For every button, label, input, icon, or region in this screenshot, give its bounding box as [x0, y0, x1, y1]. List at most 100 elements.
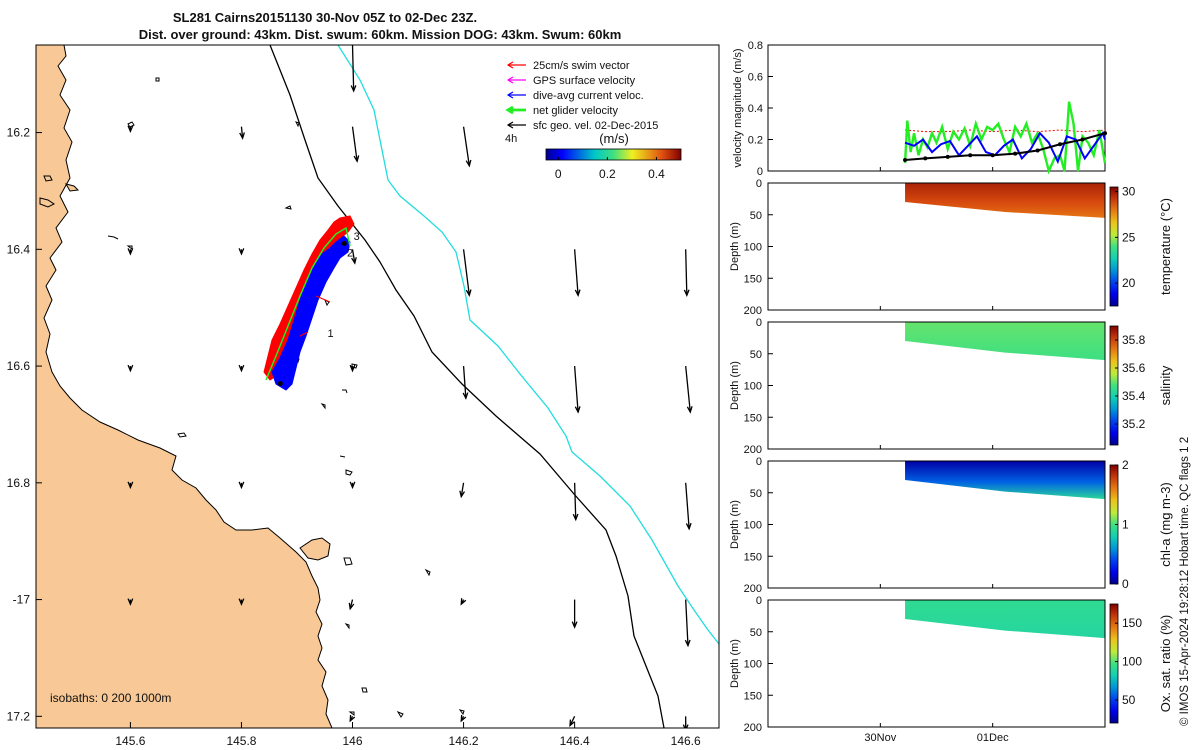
profile-y-tick-label: 100 [744, 381, 762, 393]
colorbar-tick-label: 25 [1122, 230, 1136, 244]
velocity-point [923, 156, 928, 161]
geo-velocity-arrow [569, 716, 576, 728]
profile-y-tick-label: 150 [744, 273, 762, 285]
colorbar-label-chla: chl-a (mg m-3) [1158, 482, 1173, 567]
profile-y-tick-label: 50 [750, 349, 762, 361]
swim-vector-arrow-2 [299, 331, 309, 337]
legend-colorbar-tick: 0 [555, 167, 562, 181]
colorbar-tick-label: 1 [1122, 518, 1129, 532]
legend-item: 25cm/s swim vector [506, 60, 630, 72]
velocity-point [1080, 137, 1085, 142]
geo-velocity-arrow [127, 248, 134, 256]
map-y-tick-label: 16.4 [7, 242, 31, 256]
legend-items: 25cm/s swim vector GPS surface velocity di… [505, 60, 658, 132]
colorbar-label-oxygen: Ox. sat. ratio (%) [1158, 615, 1173, 713]
legend-duration: 4h [505, 133, 517, 145]
geo-velocity-arrow [462, 366, 469, 400]
colorbar-tick-label: 50 [1122, 693, 1136, 707]
legend-item-label: sfc geo. vel. 02-Dec-2015 [533, 120, 658, 132]
isobath-200m [269, 45, 665, 728]
map-x-tick-label: 146.4 [560, 734, 590, 748]
velocity-point [1058, 142, 1063, 147]
geo-velocity-arrow [460, 714, 467, 723]
map-y-axis: 16.2 16.4 16.6 16.8 -17 17.2 [7, 126, 42, 723]
isobath-label: isobaths: 0 200 1000m [50, 691, 171, 705]
profile-panel-chla: 0 50 100 150 200 Depth (m) 0 1 2 chl-a (mg m-3) [729, 456, 1173, 595]
profile-data-oxygen [905, 600, 1105, 639]
colorbar-tick-label: 0 [1122, 577, 1129, 591]
legend-item-label: dive-avg current veloc. [533, 90, 644, 102]
colorbar-label-salinity: salinity [1158, 365, 1173, 405]
geo-velocity-arrow [683, 249, 690, 297]
geo-velocity-arrow [238, 248, 245, 256]
colorbar-tick-label: 100 [1122, 655, 1142, 669]
map-legend: 25cm/s swim vector GPS surface velocity di… [500, 55, 700, 183]
track-label-2: 2 [347, 247, 353, 259]
geo-velocity-arrow [349, 714, 356, 723]
profile-y-tick-label: 50 [750, 488, 762, 500]
colorbar-tick-label: 2 [1122, 458, 1129, 472]
geo-velocity-arrow [127, 125, 134, 133]
profile-y-tick-label: 100 [744, 659, 762, 671]
profile-y-tick-label: 200 [744, 583, 762, 595]
geo-velocity-arrow [571, 599, 578, 629]
isobath-1000m [337, 45, 719, 645]
time-x-tick-label: 01Dec [977, 732, 1009, 744]
colorbar-temperature [1109, 186, 1119, 307]
velocity-series-dive-avg-current-smoothed [904, 132, 1106, 161]
profile-data-temperature [905, 183, 1105, 218]
velocity-point [945, 154, 950, 159]
geo-velocity-arrow [127, 364, 134, 373]
velocity-panel: 0 0.2 0.4 0.6 0.8 velocity magnitude (m/s) [732, 40, 1107, 178]
glider-track: 1 2 3 [263, 215, 360, 391]
geo-velocity-arrow [684, 599, 691, 648]
track-label-1: 1 [328, 328, 334, 340]
colorbar-tick-label: 20 [1122, 276, 1136, 290]
map-frame [35, 44, 720, 729]
geo-velocity-arrow [349, 481, 356, 490]
velocity-series-dive-avg-current [904, 131, 1106, 165]
velocity-y-tick-label: 0 [757, 166, 763, 178]
profile-y-label: Depth (m) [729, 639, 741, 688]
geo-velocity-arrow [573, 366, 581, 414]
profile-y-tick-label: 0 [756, 595, 762, 607]
legend-colorbar-tick: 0.2 [599, 167, 616, 181]
profile-panel-salinity: 0 50 100 150 200 Depth (m) 35.2 35.4 35.6 35.8 sal… [729, 317, 1173, 456]
geo-velocity-arrow [351, 249, 357, 265]
profile-y-tick-label: 0 [756, 178, 762, 190]
map-y-tick-label: 17.2 [7, 709, 31, 723]
legend-item-label: net glider velocity [533, 105, 618, 117]
colorbar-salinity [1109, 325, 1119, 446]
geo-velocity-arrow [239, 126, 246, 140]
velocity-y-tick-label: 0.4 [748, 103, 763, 115]
map-y-tick-label: 16.8 [7, 476, 31, 490]
legend-item-label: 25cm/s swim vector [533, 60, 630, 72]
geo-velocity-arrow [459, 482, 466, 499]
legend-item-label: GPS surface velocity [533, 75, 636, 87]
velocity-series-net-glider-velocity [903, 101, 1107, 175]
land-mass [36, 45, 333, 728]
geo-velocity-arrow [685, 482, 692, 531]
profile-y-tick-label: 150 [744, 690, 762, 702]
profile-y-label: Depth (m) [729, 500, 741, 549]
map-panel: 1 2 3 145.6 145.8 146 146.2 146.4 146.6 16.21… [7, 44, 720, 748]
profile-y-tick-label: 200 [744, 305, 762, 317]
profile-y-tick-label: 200 [744, 722, 762, 734]
legend-item: GPS surface velocity [506, 75, 636, 87]
colorbar-tick-label: 35.8 [1122, 333, 1146, 347]
map-x-tick-label: 146.2 [449, 734, 479, 748]
velocity-y-label: velocity magnitude (m/s) [732, 48, 744, 167]
geo-velocity-arrow [238, 598, 245, 606]
figure-title-line2: Dist. over ground: 43km. Dist. swum: 60k… [139, 27, 622, 42]
colorbar-label-temperature: temperature (°C) [1158, 198, 1173, 295]
colorbar-tick-label: 35.2 [1122, 417, 1146, 431]
profile-y-tick-label: 0 [756, 317, 762, 329]
map-x-tick-label: 146.6 [671, 734, 701, 748]
legend-item: dive-avg current veloc. [506, 90, 644, 102]
geo-velocity-arrow [460, 598, 467, 606]
legend-colorbar-tick: 0.4 [648, 167, 665, 181]
map-y-tick-label: 16.2 [7, 126, 31, 140]
velocity-axes [767, 44, 1106, 172]
land-peninsula [299, 537, 331, 561]
